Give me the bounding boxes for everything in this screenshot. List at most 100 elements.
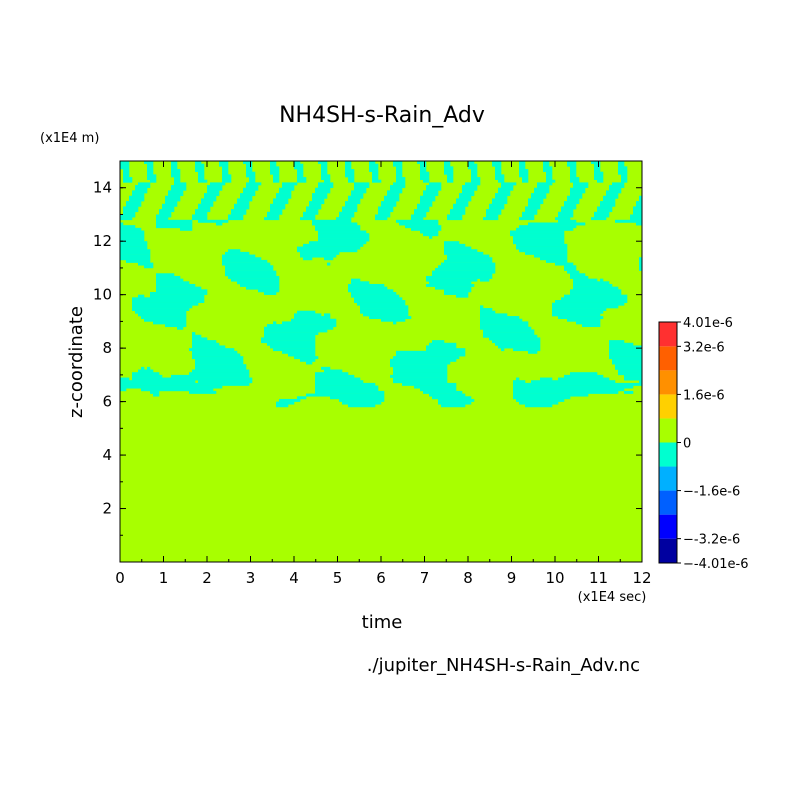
heatmap-cell [312, 198, 325, 202]
heatmap-cell [495, 177, 505, 181]
heatmap-cell [147, 366, 151, 370]
heatmap-cell [546, 171, 553, 175]
heatmap-cell [567, 198, 580, 202]
heatmap-cell [396, 179, 406, 183]
heatmap-cell [432, 340, 445, 344]
heatmap-cell [120, 251, 151, 255]
heatmap-cell [444, 246, 472, 250]
heatmap-cell [237, 281, 280, 285]
heatmap-cell [339, 211, 355, 215]
heatmap-cell [492, 198, 508, 202]
heatmap-cell [318, 230, 367, 234]
heatmap-cell [498, 345, 541, 349]
heatmap-cell [153, 393, 160, 397]
heatmap-cell [429, 281, 472, 285]
heatmap-cell [318, 233, 370, 237]
heatmap-cell [141, 316, 187, 320]
heatmap-cell [177, 326, 184, 330]
heatmap-cell [165, 324, 187, 328]
heatmap-cell [396, 169, 403, 172]
heatmap-cell [441, 404, 466, 408]
heatmap-cell [315, 372, 349, 376]
heatmap-cell [384, 198, 400, 202]
heatmap-cell [192, 356, 244, 360]
heatmap-cell [636, 222, 643, 226]
heatmap-cell [396, 174, 403, 178]
heatmap-cell [570, 171, 577, 175]
heatmap-cell [453, 206, 466, 210]
heatmap-cell [237, 198, 253, 202]
heatmap-cell [462, 190, 475, 194]
heatmap-cell [612, 358, 643, 362]
heatmap-cell [615, 364, 643, 368]
heatmap-cell [594, 166, 601, 170]
heatmap-cell [264, 334, 316, 338]
heatmap-cell [582, 324, 601, 328]
heatmap-cell [618, 171, 628, 175]
heatmap-cell [420, 177, 430, 181]
heatmap-cell [546, 179, 556, 183]
heatmap-cell [369, 161, 376, 164]
heatmap-cell [537, 182, 553, 186]
x-axis-label: time [362, 612, 403, 633]
heatmap-cell [243, 187, 259, 191]
heatmap-cell [348, 286, 388, 290]
heatmap-cell [558, 211, 574, 215]
heatmap-cell [516, 398, 565, 402]
heatmap-cell [513, 235, 565, 239]
heatmap-cell [120, 257, 151, 261]
colorbar: 4.01e-6 3.2e-6 1.6e-6 0 −-1.6e-6 −-3.2e-6 −-4.… [658, 316, 749, 572]
heatmap-cell [630, 214, 643, 218]
heatmap-cell [294, 356, 319, 360]
heatmap-cell [519, 169, 529, 172]
heatmap-cell [414, 211, 427, 215]
colorbar-tick-label: −-3.2e-6 [683, 533, 740, 548]
heatmap-cell [267, 214, 280, 218]
heatmap-cell [192, 334, 202, 338]
heatmap-cell [339, 398, 385, 402]
heatmap-cell [495, 193, 511, 197]
heatmap-cell [303, 243, 364, 247]
heatmap-cell [351, 291, 397, 295]
heatmap-cell [300, 217, 316, 221]
heatmap-cell [528, 198, 544, 202]
heatmap-cell [222, 262, 271, 266]
heatmap-cell [498, 179, 505, 183]
heatmap-cell [639, 198, 643, 202]
heatmap-cell [315, 377, 361, 381]
colorbar-segment [659, 442, 677, 467]
x-axis: 0 1 2 3 4 5 6 7 8 9 10 11 12 [115, 161, 652, 587]
heatmap-cell [222, 177, 232, 181]
heatmap-cell [567, 195, 583, 199]
heatmap-cell [426, 348, 466, 352]
heatmap-cell [597, 206, 613, 210]
heatmap-cell [372, 179, 382, 183]
heatmap-cell [219, 163, 229, 167]
heatmap-cell [318, 182, 334, 186]
heatmap-cell [519, 174, 529, 178]
heatmap-cell [600, 278, 604, 282]
heatmap-cell [462, 187, 478, 191]
heatmap-cell [291, 318, 337, 322]
heatmap-cell [243, 161, 253, 164]
heatmap-cell [318, 161, 328, 164]
heatmap-cell [243, 190, 256, 194]
heatmap-cell [150, 179, 157, 183]
heatmap-cell [513, 396, 571, 400]
heatmap-cell [270, 206, 286, 210]
heatmap-cell [345, 201, 361, 205]
heatmap-cell [444, 249, 478, 253]
heatmap-cell [324, 313, 331, 317]
heatmap-cell [624, 374, 643, 378]
heatmap-cell [450, 209, 466, 213]
heatmap-cell [513, 382, 643, 386]
heatmap-cell [495, 195, 508, 199]
x-tick-label: 0 [115, 569, 125, 587]
heatmap-cell [522, 214, 535, 218]
heatmap-cell [555, 217, 571, 221]
heatmap-cell [495, 174, 505, 178]
x-tick-label: 5 [333, 569, 343, 587]
heatmap-cell [192, 217, 208, 221]
x-tick-label: 4 [289, 569, 299, 587]
heatmap-cell [501, 185, 514, 189]
